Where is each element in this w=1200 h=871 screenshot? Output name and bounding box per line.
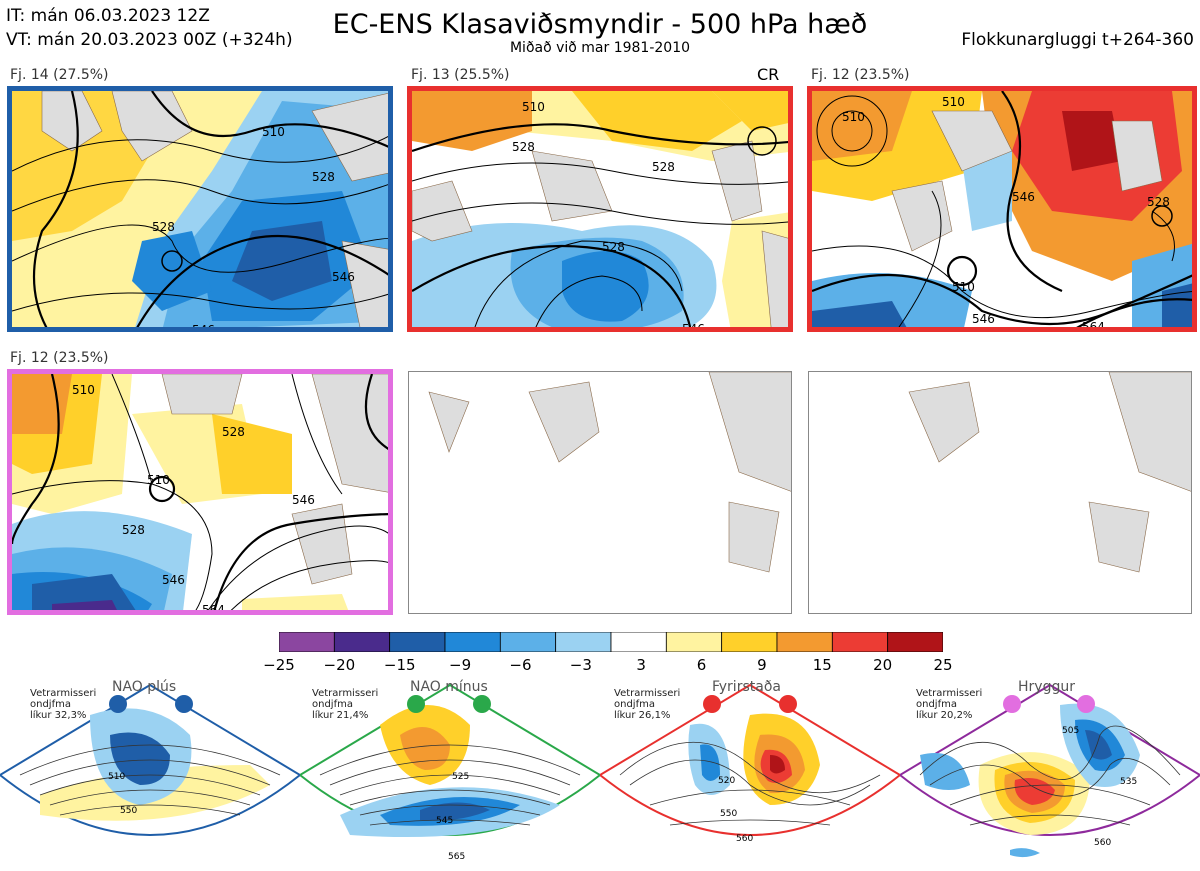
colorbar-tick: 3: [636, 656, 646, 674]
contour-label: 564: [1082, 320, 1105, 332]
colorbar-tick: −15: [383, 656, 416, 674]
classification-window: Flokkunargluggi t+264-360: [961, 30, 1194, 50]
cluster-map-4: 510 510 528 528 546 546 564: [7, 369, 393, 615]
colorbar-tick: −3: [569, 656, 592, 674]
colorbar-swatch: [831, 632, 889, 652]
colorbar-tick: 20: [873, 656, 893, 674]
contour-label: 546: [682, 322, 705, 332]
colorbar-swatch: [721, 632, 778, 652]
regime-contour-label: 550: [720, 809, 737, 819]
regime-nao-minus: 525 545 565 NAO mínus Vetrarmisseri ondj…: [300, 675, 600, 871]
contour-label: 528: [152, 220, 175, 234]
colorbar-swatch: [333, 632, 391, 652]
empty-map-5: [408, 371, 792, 614]
contour-label: 510: [262, 125, 285, 139]
contour-label: 546: [162, 573, 185, 587]
regime-note-1: Vetrarmisseri: [312, 688, 379, 699]
contour-label: 528: [602, 240, 625, 254]
valid-time: VT: mán 20.03.2023 00Z (+324h): [6, 30, 293, 50]
contour-label: 528: [312, 170, 335, 184]
colorbar-swatch: [279, 632, 335, 652]
regime-ridge: 505 535 560 Hryggur Vetrarmisseri ondjfm…: [900, 675, 1200, 871]
issue-time: IT: mán 06.03.2023 12Z: [6, 6, 210, 26]
colorbar-swatch: [499, 632, 557, 652]
regime-note-1: Vetrarmisseri: [614, 688, 681, 699]
colorbar-swatch: [776, 632, 833, 652]
colorbar-tick: −25: [263, 656, 295, 674]
regime-note-3: líkur 26,1%: [614, 710, 671, 721]
panel-1-label: Fj. 14 (27.5%): [10, 67, 109, 83]
regime-note-3: líkur 32,3%: [30, 710, 87, 721]
regime-note-1: Vetrarmisseri: [30, 688, 97, 699]
regime-nao-plus: 510 550 NAO plús Vetrarmisseri ondjfma l…: [0, 675, 300, 871]
panel-2-tag: CR: [757, 65, 780, 84]
colorbar-tick: −9: [449, 656, 472, 674]
colorbar-swatch: [444, 632, 501, 652]
colorbar-swatch: [389, 632, 446, 652]
chart-subtitle: Miðað við mar 1981-2010: [509, 40, 691, 56]
colorbar-tick: 15: [812, 656, 832, 674]
regime-note-1: Vetrarmisseri: [916, 688, 983, 699]
regime-name: Hryggur: [1018, 679, 1075, 695]
contour-label: 510: [952, 280, 975, 294]
regime-name: Fyrirstaða: [712, 679, 781, 695]
empty-map-6: [808, 371, 1192, 614]
chart-title: EC-ENS Klasaviðsmyndir - 500 hPa hæð: [332, 9, 868, 40]
cluster-map-3: 510 510 510 528 546 546 564: [807, 86, 1197, 332]
contour-label: 528: [222, 425, 245, 439]
colorbar-swatch: [887, 632, 943, 652]
regime-contour-label: 560: [736, 834, 753, 844]
regime-note-3: líkur 20,2%: [916, 710, 973, 721]
colorbar-tick: −20: [323, 656, 356, 674]
regime-contour-label: 510: [108, 772, 125, 782]
panel-3-label: Fj. 12 (23.5%): [811, 67, 910, 83]
regime-note-3: líkur 21,4%: [312, 710, 369, 721]
panel-2-label: Fj. 13 (25.5%): [411, 67, 510, 83]
colorbar-tick: −6: [509, 656, 532, 674]
regime-contour-label: 520: [718, 776, 735, 786]
colorbar-tick: 9: [757, 656, 767, 674]
contour-label: 528: [652, 160, 675, 174]
panel-4-label: Fj. 12 (23.5%): [10, 350, 109, 366]
colorbar-swatch: [555, 632, 612, 652]
cluster-map-1: 510 528 528 546 546: [7, 86, 393, 332]
contour-label: 528: [122, 523, 145, 537]
contour-label: 546: [1012, 190, 1035, 204]
contour-label: 528: [512, 140, 535, 154]
regime-name: NAO plús: [112, 679, 177, 695]
contour-label: 510: [522, 100, 545, 114]
contour-label: 546: [192, 323, 215, 332]
colorbar-tick: 6: [696, 656, 707, 674]
regime-contour-label: 560: [1094, 838, 1111, 848]
contour-label: 528: [1147, 195, 1170, 209]
regime-contour-label: 545: [436, 816, 453, 826]
regime-note-2: ondjfma: [614, 699, 655, 710]
regime-blocking: 520 550 560 Fyrirstaða Vetrarmisseri ond…: [600, 675, 900, 871]
contour-label: 546: [292, 493, 315, 507]
colorbar-tick: 25: [933, 656, 953, 674]
regime-note-2: ondjfma: [916, 699, 957, 710]
contour-label: 510: [147, 473, 170, 487]
regime-note-2: ondjfma: [30, 699, 71, 710]
regime-contour-label: 525: [452, 772, 469, 782]
contour-label: 510: [942, 95, 965, 109]
regime-contour-label: 505: [1062, 726, 1079, 736]
regime-name: NAO mínus: [410, 679, 488, 695]
colorbar-swatch: [610, 632, 667, 652]
contour-label: 546: [332, 270, 355, 284]
regime-contour-label: 550: [120, 806, 137, 816]
regime-note-2: ondjfma: [312, 699, 353, 710]
colorbar: [279, 632, 943, 652]
colorbar-swatch: [665, 632, 723, 652]
contour-label: 510: [72, 383, 95, 397]
regime-contour-label: 535: [1120, 777, 1137, 787]
cluster-map-2: 510 528 528 528 546: [407, 86, 793, 332]
regime-contour-label: 565: [448, 852, 465, 862]
contour-label: 546: [972, 312, 995, 326]
contour-label: 510: [842, 110, 865, 124]
contour-label: 564: [202, 603, 225, 615]
